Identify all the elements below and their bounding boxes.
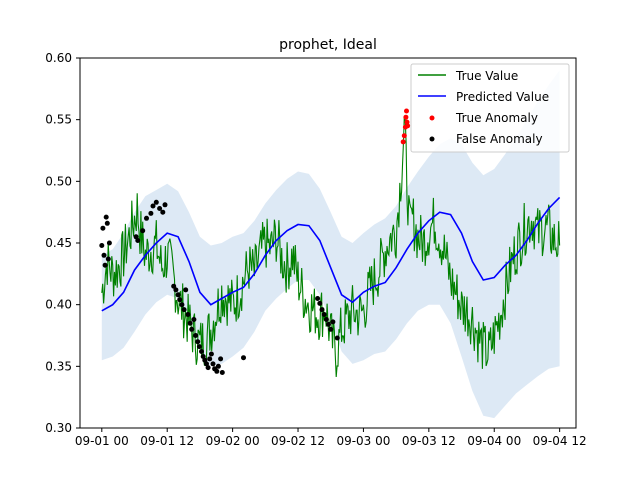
- false-anomaly-point: [183, 287, 189, 293]
- false-anomaly-point: [207, 356, 213, 362]
- false-anomaly-point: [179, 302, 185, 308]
- y-tick-label: 0.40: [45, 298, 72, 312]
- x-tick-label: 09-04 00: [467, 434, 521, 448]
- x-axis: 09-01 00 09-01 12 09-02 00 09-02 12 09-03 00…: [75, 428, 587, 448]
- false-anomaly-point: [185, 312, 191, 317]
- false-anomaly-point: [317, 300, 323, 306]
- false-anomaly-point: [101, 252, 107, 258]
- false-anomaly-point: [195, 339, 201, 345]
- true-anomaly-point: [403, 114, 409, 120]
- false-anomaly-point: [315, 296, 321, 301]
- false-anomaly-point: [187, 320, 193, 326]
- false-anomaly-point: [144, 215, 149, 221]
- false-anomaly-point: [321, 312, 327, 317]
- false-anomaly-point: [102, 262, 108, 268]
- false-anomaly-point: [175, 292, 181, 298]
- false-anomaly-point: [205, 365, 211, 371]
- false-anomaly-point: [214, 368, 220, 374]
- false-anomaly-point: [319, 307, 325, 313]
- false-anomaly-point: [210, 361, 216, 367]
- legend: True Value Predicted Value True Anomaly …: [410, 63, 570, 153]
- false-anomaly-point: [330, 319, 336, 325]
- y-tick-label: 0.50: [45, 174, 72, 188]
- false-anomaly-point: [219, 370, 225, 375]
- false-anomaly-point: [140, 228, 146, 234]
- false-anomaly-point: [191, 317, 197, 322]
- false-anomaly-point: [104, 220, 110, 226]
- true-anomaly-point: [404, 119, 410, 125]
- false-anomaly-point: [241, 355, 246, 361]
- x-tick-label: 09-01 12: [140, 434, 194, 448]
- y-tick-label: 0.35: [45, 359, 72, 373]
- legend-predicted-value-label: Predicted Value: [456, 90, 549, 104]
- false-anomaly-point: [100, 225, 106, 231]
- true-value-line: [101, 116, 561, 378]
- confidence-band: [101, 70, 560, 419]
- false-anomaly-point: [99, 243, 105, 248]
- false-anomaly-point: [208, 351, 214, 357]
- y-axis: 0.30 0.35 0.40 0.45 0.50 0.55 0.60: [45, 51, 80, 435]
- false-anomaly-point: [153, 199, 159, 205]
- legend-box: [410, 63, 570, 153]
- y-tick-label: 0.45: [45, 236, 72, 250]
- x-tick-label: 09-02 00: [206, 434, 260, 448]
- false-anomaly-point: [135, 238, 141, 243]
- true-anomaly-point: [401, 133, 407, 139]
- x-tick-label: 09-04 12: [533, 434, 587, 448]
- legend-true-anomaly-swatch: [429, 115, 435, 121]
- false-anomaly-point: [103, 214, 109, 220]
- legend-false-anomaly-label: False Anomaly: [456, 132, 543, 146]
- false-anomaly-point: [105, 256, 111, 262]
- false-anomaly-point: [215, 363, 221, 369]
- false-anomaly-point: [177, 297, 183, 303]
- true-anomaly-point: [405, 123, 411, 129]
- false-anomaly-point: [157, 206, 163, 211]
- false-anomaly-point: [162, 202, 168, 208]
- y-tick-label: 0.55: [45, 113, 72, 127]
- x-tick-label: 09-03 12: [402, 434, 456, 448]
- false-anomaly-point: [323, 317, 329, 322]
- false-anomaly-point: [160, 209, 166, 215]
- true-anomaly-point: [404, 108, 409, 114]
- x-tick-label: 09-03 00: [336, 434, 390, 448]
- legend-false-anomaly-swatch: [429, 136, 435, 142]
- false-anomaly-point: [181, 307, 187, 313]
- predicted-value-line: [101, 196, 561, 312]
- false-anomaly-point: [189, 326, 195, 332]
- x-tick-label: 09-01 00: [75, 434, 129, 448]
- plot-area: [99, 70, 561, 419]
- false-anomaly-point: [326, 321, 331, 327]
- x-tick-label: 09-02 12: [271, 434, 325, 448]
- y-tick-label: 0.30: [45, 421, 72, 435]
- true-anomaly-point: [400, 139, 406, 145]
- chart-title: prophet, Ideal: [279, 37, 377, 53]
- false-anomaly-point: [199, 349, 204, 354]
- false-anomaly-point: [193, 333, 199, 338]
- false-anomaly-point: [173, 287, 179, 293]
- false-anomaly-point: [196, 344, 202, 350]
- false-anomaly-point: [106, 240, 112, 246]
- false-anomaly-point: [328, 326, 334, 332]
- legend-true-value-label: True Value: [455, 69, 518, 83]
- false-anomaly-point: [171, 283, 177, 289]
- false-anomaly-point: [334, 335, 340, 341]
- y-tick-label: 0.60: [45, 51, 72, 65]
- legend-true-anomaly-label: True Anomaly: [455, 111, 538, 125]
- false-anomaly-point: [150, 203, 156, 209]
- false-anomaly-point: [148, 210, 154, 216]
- false-anomaly-point: [218, 356, 224, 362]
